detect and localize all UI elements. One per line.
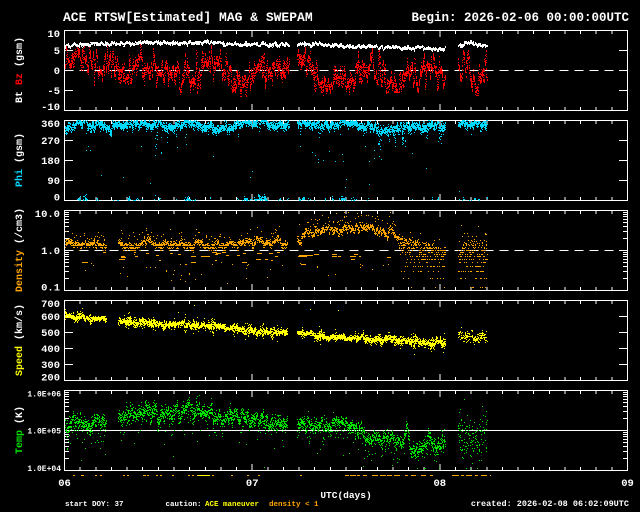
svg-text:Phi (gsm): Phi (gsm)	[14, 133, 26, 187]
svg-text:0.1: 0.1	[41, 283, 60, 295]
svg-text:Density (/cm3): Density (/cm3)	[14, 208, 26, 292]
svg-text:1.0: 1.0	[41, 246, 60, 258]
svg-text:09: 09	[621, 478, 634, 490]
svg-text:200: 200	[41, 373, 60, 385]
svg-text:-5: -5	[47, 86, 60, 98]
svg-text:90: 90	[47, 176, 60, 188]
svg-text:Bt Bz (gsm): Bt Bz (gsm)	[14, 37, 26, 103]
svg-text:180: 180	[41, 156, 60, 168]
svg-text:1.0E+05: 1.0E+05	[27, 427, 61, 436]
svg-text:5: 5	[54, 46, 60, 58]
svg-text:500: 500	[41, 328, 60, 340]
svg-text:06: 06	[58, 478, 71, 490]
svg-text:ACE maneuver: ACE maneuver	[205, 501, 259, 509]
svg-text:Speed (km/s): Speed (km/s)	[14, 304, 26, 376]
svg-text:UTC(days): UTC(days)	[320, 490, 371, 501]
svg-text:Temp (K): Temp (K)	[14, 406, 26, 454]
svg-text:08: 08	[433, 478, 446, 490]
svg-text:start DOY: 37: start DOY: 37	[65, 501, 124, 509]
svg-text:360: 360	[41, 119, 60, 131]
svg-text:ACE RTSW[Estimated] MAG & SWEP: ACE RTSW[Estimated] MAG & SWEPAM	[63, 10, 313, 25]
svg-text:700: 700	[41, 299, 60, 311]
svg-text:400: 400	[41, 344, 60, 356]
svg-text:0: 0	[54, 193, 60, 205]
svg-text:10: 10	[47, 29, 60, 41]
svg-text:07: 07	[246, 478, 259, 490]
svg-text:300: 300	[41, 360, 60, 372]
svg-text:caution:: caution:	[166, 501, 202, 509]
svg-text:-10: -10	[41, 102, 60, 114]
svg-text:density < 1: density < 1	[269, 501, 319, 509]
svg-text:1.0E+06: 1.0E+06	[27, 390, 61, 399]
svg-text:Begin: 2026-02-06 00:00:00UTC: Begin: 2026-02-06 00:00:00UTC	[411, 11, 629, 25]
svg-text:270: 270	[41, 136, 60, 148]
svg-text:10.0: 10.0	[35, 209, 60, 221]
svg-text:created: 2026-02-08 06:02:09UT: created: 2026-02-08 06:02:09UTC	[471, 499, 629, 509]
svg-text:1.0E+04: 1.0E+04	[27, 465, 61, 474]
svg-text:600: 600	[41, 312, 60, 324]
svg-text:0: 0	[54, 66, 60, 78]
